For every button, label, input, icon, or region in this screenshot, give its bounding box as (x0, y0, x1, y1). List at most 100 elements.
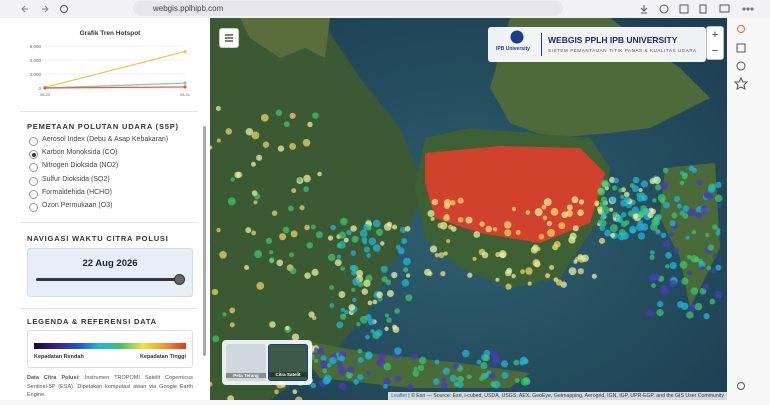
heat-dot (251, 131, 260, 140)
radio[interactable] (29, 163, 38, 173)
chart-title: Grafik Tren Hotspot (80, 30, 142, 37)
heat-dot (696, 179, 703, 185)
heat-dot (262, 141, 270, 148)
heat-dot (443, 202, 451, 210)
heat-dot (715, 264, 722, 271)
heat-dot (710, 268, 716, 274)
heat-dot (542, 215, 548, 221)
option-label[interactable]: Nitrogen Dioksida (NO2) (42, 162, 119, 170)
heat-dot (412, 369, 420, 377)
heat-dot (534, 208, 543, 217)
heat-dot (640, 205, 648, 212)
leaflet-link[interactable]: Leaflet (391, 393, 407, 399)
heat-dot (515, 230, 521, 236)
logo-text: IPB University (496, 46, 530, 52)
heat-dot (283, 121, 290, 128)
heat-dot (211, 288, 219, 296)
heat-dot (303, 186, 309, 193)
heat-dot (245, 227, 252, 234)
heat-dot (375, 359, 384, 367)
layer-light[interactable]: Peta Terang (226, 344, 266, 381)
zoom-out[interactable]: − (711, 45, 719, 57)
heat-dot (492, 227, 498, 232)
heat-dot (440, 382, 448, 389)
heat-dot (386, 290, 394, 297)
radio[interactable] (29, 176, 38, 186)
heat-dot (219, 250, 227, 259)
heat-dot (427, 210, 435, 218)
heat-dot (344, 309, 349, 315)
heat-dot (632, 212, 639, 219)
map-header: IPB University WEBGIS PPLH IPB UNIVERSIT… (488, 27, 706, 62)
heat-dot (353, 378, 360, 385)
scrollbar[interactable] (203, 126, 206, 356)
heat-dot (568, 267, 577, 276)
heat-dot (627, 210, 634, 217)
radio[interactable] (29, 150, 38, 160)
heat-dot (395, 375, 402, 382)
heat-dot (685, 235, 690, 240)
radio[interactable] (29, 189, 38, 199)
menu-button[interactable] (219, 28, 239, 48)
time-slider[interactable] (36, 278, 182, 281)
option-label[interactable]: Formaldehida (HCHO) (42, 188, 113, 196)
y-tick-label: 6,000 (30, 44, 42, 49)
heat-dot (690, 255, 699, 263)
heat-dot (434, 252, 440, 258)
heat-dot (400, 226, 407, 234)
heat-dot (215, 106, 221, 111)
heat-dot (472, 256, 477, 261)
heat-dot (320, 360, 329, 369)
heat-dot (573, 259, 578, 264)
heat-dot (367, 318, 375, 326)
sidebar-icons (733, 25, 749, 390)
heat-dot (407, 383, 414, 390)
heat-dot (610, 232, 616, 238)
heat-dot (225, 128, 233, 135)
heat-dot (336, 243, 342, 249)
option-label[interactable]: Aerosol Index (Debu & Asap Kebakaran) (42, 136, 169, 143)
url-bar[interactable]: webgis.pplhipb.com (133, 1, 563, 16)
heat-dot (503, 221, 512, 229)
heat-dot (687, 270, 693, 276)
heat-dot (431, 198, 439, 206)
heat-dot (289, 252, 295, 258)
heat-dot (604, 229, 612, 237)
heat-dot (251, 230, 257, 236)
radio[interactable] (29, 137, 38, 146)
heat-dot (359, 229, 368, 238)
heat-dot (505, 283, 512, 290)
heat-dot (679, 210, 685, 216)
heat-dot (651, 283, 656, 288)
heat-dot (457, 216, 464, 223)
layer-satellite[interactable]: Citra Satelit (268, 344, 308, 381)
heat-dot (338, 231, 347, 239)
heat-dot (498, 250, 507, 258)
option-label[interactable]: Sulfur Dioksida (SO2) (42, 175, 110, 183)
heat-dot (304, 224, 310, 231)
heat-dot (668, 232, 674, 238)
heat-dot (441, 377, 447, 383)
slider-thumb[interactable] (174, 274, 185, 285)
heat-dot (611, 185, 618, 191)
heat-dot (440, 271, 446, 277)
heat-dot (600, 215, 605, 221)
radio[interactable] (29, 203, 38, 212)
heat-dot (212, 335, 220, 343)
heat-dot (269, 321, 276, 328)
zoom-in[interactable]: + (711, 29, 719, 41)
heat-dot (700, 265, 705, 270)
heat-dot (681, 173, 688, 180)
heat-dot (688, 165, 695, 172)
heat-dot (714, 290, 723, 299)
option-label[interactable]: Karbon Monoksida (CO) (42, 149, 118, 157)
heat-dot (363, 279, 371, 288)
map[interactable]: IPB University WEBGIS PPLH IPB UNIVERSIT… (210, 18, 727, 400)
heat-dot (253, 200, 258, 205)
heat-dot (383, 383, 388, 389)
heat-dot (394, 347, 402, 355)
option-label[interactable]: Ozon Permukaan (O3) (42, 202, 113, 209)
heat-dot (356, 269, 364, 277)
heat-dot (662, 167, 669, 174)
source-note: Data Citra Polusi: Instrumen TROPOMI Sat… (27, 374, 193, 400)
